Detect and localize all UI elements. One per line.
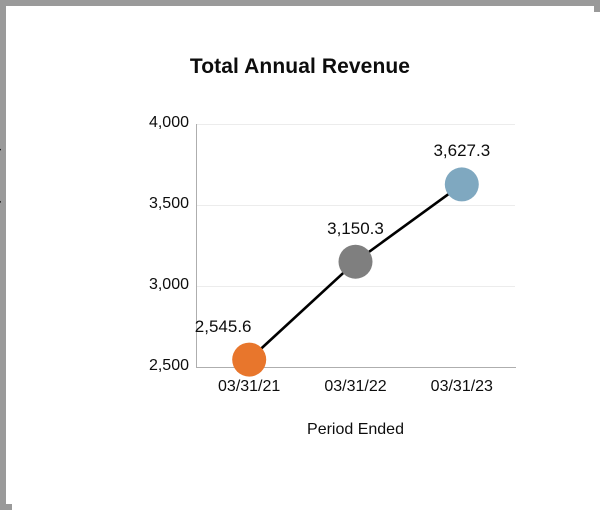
x-tick-label: 03/31/21 bbox=[218, 378, 281, 395]
image-border-inner bbox=[12, 12, 600, 510]
y-axis-line bbox=[196, 124, 197, 368]
y-tick-label: 2,500 bbox=[148, 357, 189, 374]
data-point-marker-1[interactable] bbox=[232, 342, 267, 377]
y-tick-label: 4,000 bbox=[148, 114, 189, 131]
gridline bbox=[196, 286, 515, 287]
data-label-3: 3,627.3 bbox=[433, 141, 491, 161]
y-axis-tick-labels: 4,000 3,500 3,000 2,500 bbox=[105, 0, 189, 510]
data-point-marker-2[interactable] bbox=[338, 244, 373, 279]
x-axis-line bbox=[196, 367, 516, 368]
gridline bbox=[196, 205, 515, 206]
y-tick-label: 3,000 bbox=[148, 276, 189, 293]
x-axis-title: Period Ended bbox=[307, 421, 404, 438]
chart-title: Total Annual Revenue bbox=[189, 55, 411, 78]
data-series-group bbox=[232, 167, 479, 377]
x-tick-label: 03/31/22 bbox=[324, 378, 387, 395]
data-point-marker-3[interactable] bbox=[444, 167, 479, 202]
x-tick-label: 03/31/23 bbox=[430, 378, 493, 395]
x-axis-tick-labels: 03/31/21 03/31/22 03/31/23 bbox=[196, 378, 515, 400]
data-label-2: 3,150.3 bbox=[327, 218, 384, 238]
plot-area bbox=[196, 124, 515, 367]
y-axis-title: $ (Millions) bbox=[0, 145, 2, 219]
data-label-1: 2,545.6 bbox=[194, 316, 252, 336]
y-tick-label: 3,500 bbox=[148, 195, 189, 212]
gridline bbox=[196, 124, 515, 125]
